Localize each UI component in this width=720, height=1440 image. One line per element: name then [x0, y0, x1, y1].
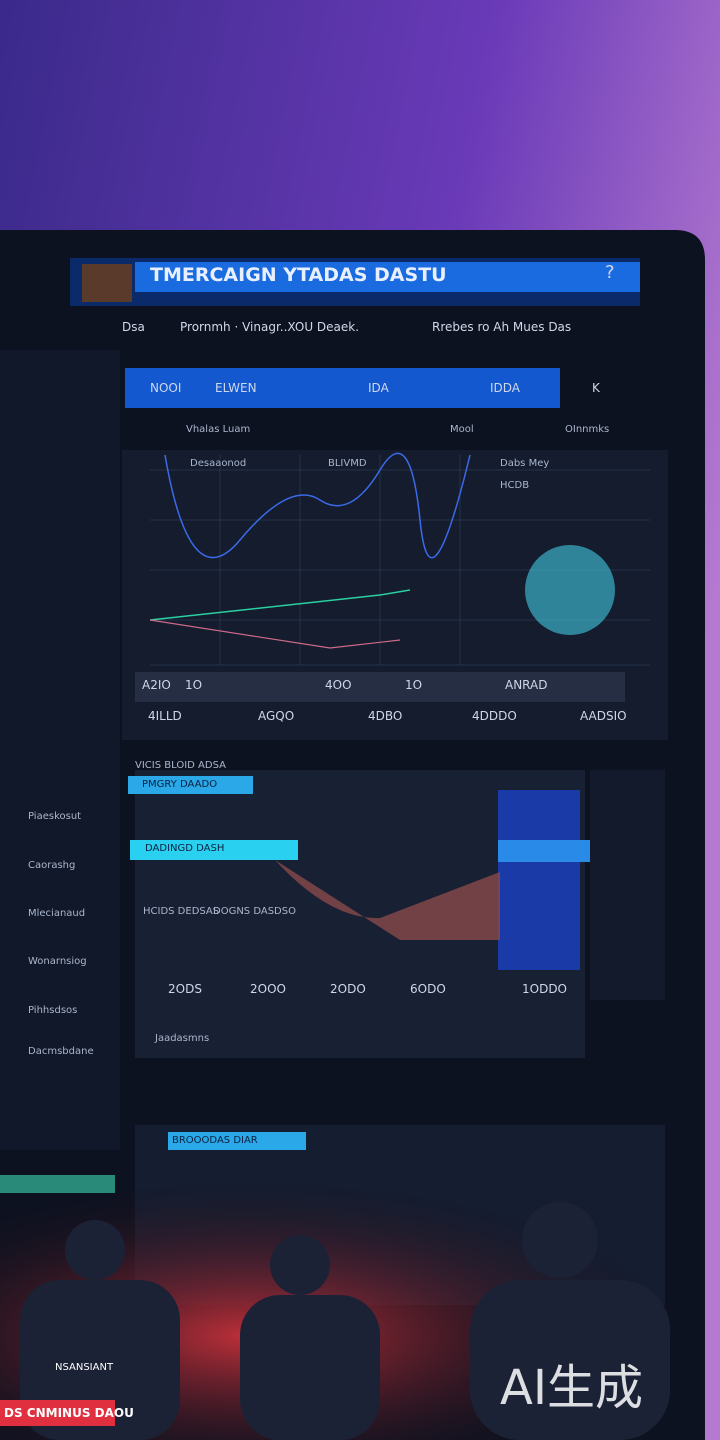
sidebar-item[interactable]: Mlecianaud	[28, 908, 86, 919]
note: HCIDS DEDSAS	[143, 906, 220, 917]
chart-label: BLIVMD	[328, 458, 367, 469]
panel-title: VICIS BLOID ADSA	[135, 760, 226, 771]
note: DOGNS DASDSO	[213, 906, 296, 917]
tab[interactable]: ELWEN	[215, 381, 257, 395]
filter[interactable]: Vhalas Luam	[186, 424, 251, 435]
bar-label: DADINGD DASH	[145, 843, 225, 854]
axis-label: A2IO	[142, 678, 171, 692]
axis-label: 2ODO	[330, 982, 366, 996]
panel-footer: Jaadasmns	[155, 1033, 210, 1044]
sidebar-item[interactable]: Dacmsbdane	[28, 1046, 94, 1057]
axis-label: 6ODO	[410, 982, 446, 996]
sidebar-item[interactable]: Wonarnsiog	[28, 956, 87, 967]
nav-item[interactable]: Dsa	[122, 320, 145, 334]
chart-label: HCDB	[500, 480, 530, 491]
tab[interactable]: IDDA	[490, 381, 521, 395]
chart-label: Desaaonod	[190, 458, 247, 469]
tab[interactable]: K	[592, 381, 600, 395]
watermark: AI生成	[500, 1360, 643, 1416]
help-icon[interactable]: ?	[605, 262, 615, 283]
axis-label: 1O	[185, 678, 203, 692]
chart-label: Dabs Mey	[500, 458, 550, 469]
axis-label: 2ODS	[168, 982, 202, 996]
tab[interactable]: IDA	[368, 381, 389, 395]
tab[interactable]: NOOI	[150, 381, 182, 395]
axis-label: 4OO	[325, 678, 352, 692]
sidebar-item[interactable]: Piaeskosut	[28, 811, 82, 822]
footer-value: AADSIO	[580, 709, 627, 723]
axis-label: 1ODDO	[522, 982, 568, 996]
sidebar-item[interactable]: Pihhsdsos	[28, 1005, 78, 1016]
footer-value: 4DBO	[368, 709, 403, 723]
footer-value: 4DDDO	[472, 709, 517, 723]
filter[interactable]: OInnmks	[565, 424, 610, 435]
label: NSANSIANT	[55, 1362, 114, 1373]
header-title: TMERCAIGN YTADAS DASTU	[150, 264, 447, 286]
axis-label: 1O	[405, 678, 423, 692]
panel-title: BROOODAS DIAR	[172, 1135, 258, 1146]
nav-item[interactable]: Rrebes ro Ah Mues Das	[432, 320, 572, 334]
axis-label: ANRAD	[505, 678, 548, 692]
sidebar-item[interactable]: Caorashg	[28, 860, 76, 871]
footer-value: AGQO	[258, 709, 295, 723]
banner: DS CNMINUS DAOU	[4, 1406, 134, 1420]
bar-label: PMGRY DAADO	[142, 779, 218, 790]
axis-label: 2OOO	[250, 982, 286, 996]
footer-value: 4ILLD	[148, 709, 182, 723]
nav-item[interactable]: Prornmh · Vinagr..XOU Deaek.	[180, 320, 360, 334]
filter[interactable]: Mool	[450, 424, 474, 435]
